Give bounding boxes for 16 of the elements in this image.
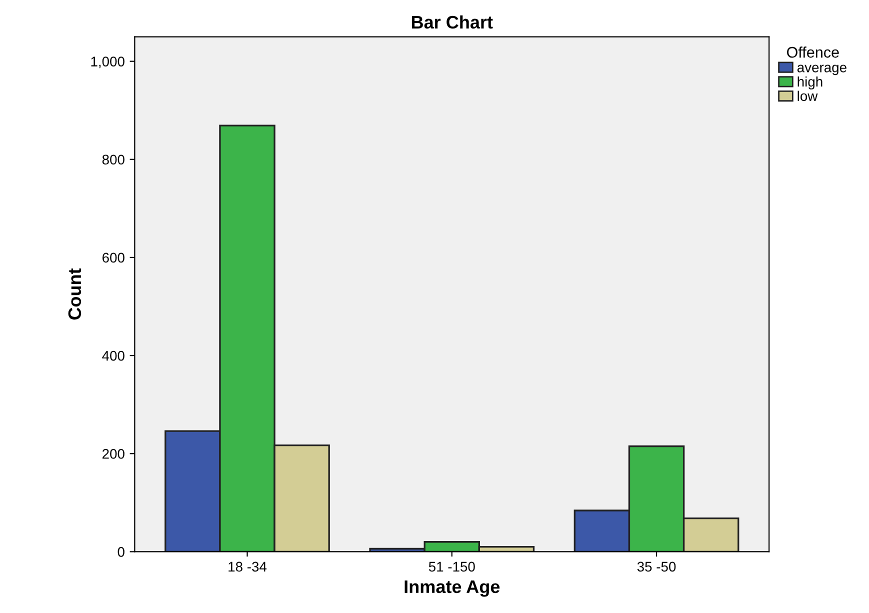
y-axis-title: Count	[68, 268, 82, 320]
legend-label: high	[798, 76, 822, 90]
x-tick-label: 18 -34	[228, 562, 267, 572]
y-tick-label: 0	[118, 547, 124, 557]
y-tick-label: 1,000	[91, 56, 124, 68]
legend-title: Offence	[787, 46, 839, 58]
y-tick-label: 400	[102, 350, 124, 361]
chart-title: Bar Chart	[412, 15, 493, 29]
legend-label: average	[797, 64, 846, 76]
y-tick-label: 800	[102, 154, 124, 165]
x-tick-label: 51 -150	[428, 562, 475, 572]
y-tick-label: 600	[102, 252, 124, 263]
x-tick-label: 35 -50	[637, 562, 676, 572]
legend-label: low	[798, 90, 818, 102]
y-tick-label: 200	[102, 448, 124, 459]
x-axis-title: Inmate Age	[404, 580, 500, 597]
